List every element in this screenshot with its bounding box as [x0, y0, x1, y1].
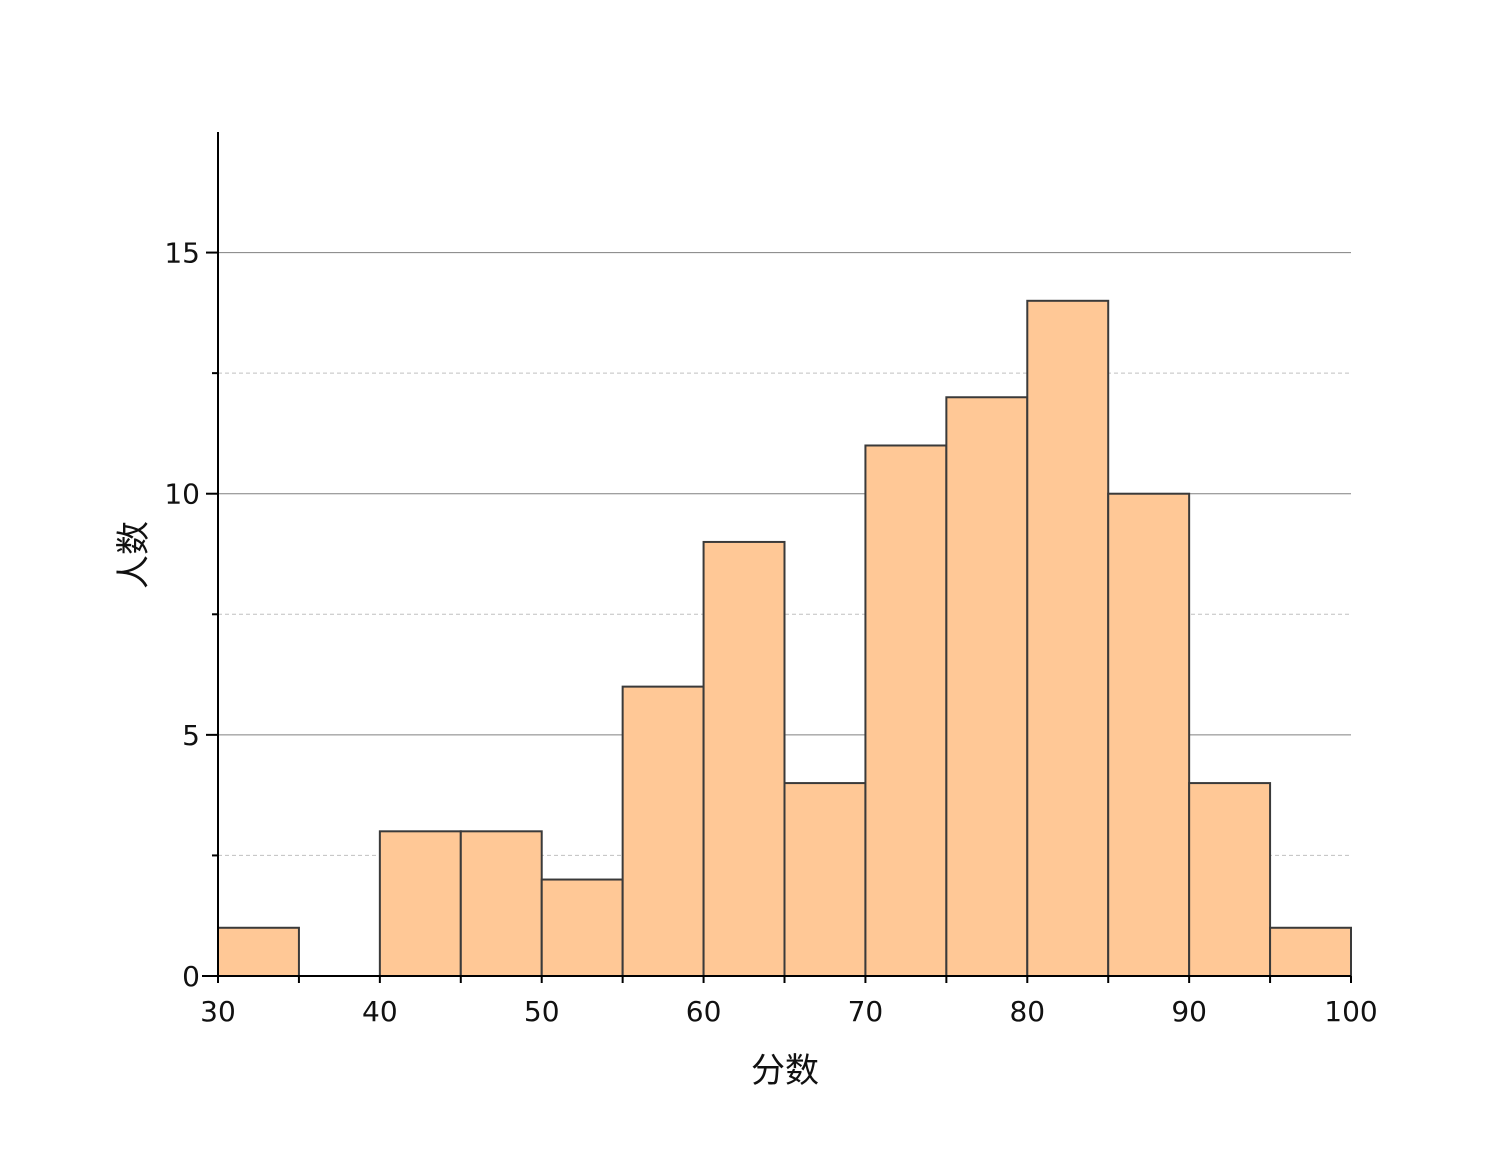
tick-labels: 0 5 10 15 30 40 50 60 70 80 90 100	[164, 237, 1377, 1028]
x-tick-label: 30	[200, 995, 236, 1028]
y-tick-label: 10	[164, 478, 200, 511]
x-axis-title: 分数	[751, 1051, 819, 1091]
x-tick-label: 60	[686, 995, 722, 1028]
axes	[202, 132, 1352, 983]
histogram-bar	[1269, 926, 1352, 977]
x-tick-label: 70	[848, 995, 884, 1028]
x-tick-label: 40	[362, 995, 398, 1028]
histogram-bar	[459, 830, 543, 977]
histogram-bar	[1188, 782, 1272, 977]
histogram-bar	[1026, 299, 1110, 977]
histogram-bar	[864, 444, 948, 977]
histogram-bar	[217, 926, 300, 977]
x-tick-label: 80	[1009, 995, 1045, 1028]
y-tick-label: 5	[182, 719, 200, 752]
histogram-bar	[540, 878, 624, 977]
histogram-bar	[621, 685, 705, 978]
x-tick-label: 90	[1171, 995, 1207, 1028]
y-axis-title: 人数	[114, 521, 154, 589]
histogram-bar	[378, 830, 462, 977]
bars	[217, 299, 1352, 978]
x-tick-label: 100	[1324, 995, 1377, 1028]
x-tick-label: 50	[524, 995, 560, 1028]
histogram-bar	[945, 396, 1029, 977]
histogram-bar	[783, 782, 867, 977]
y-tick-label: 0	[182, 960, 200, 993]
histogram-bar	[1107, 492, 1191, 977]
y-tick-label: 15	[164, 237, 200, 270]
histogram-bar	[702, 540, 786, 977]
